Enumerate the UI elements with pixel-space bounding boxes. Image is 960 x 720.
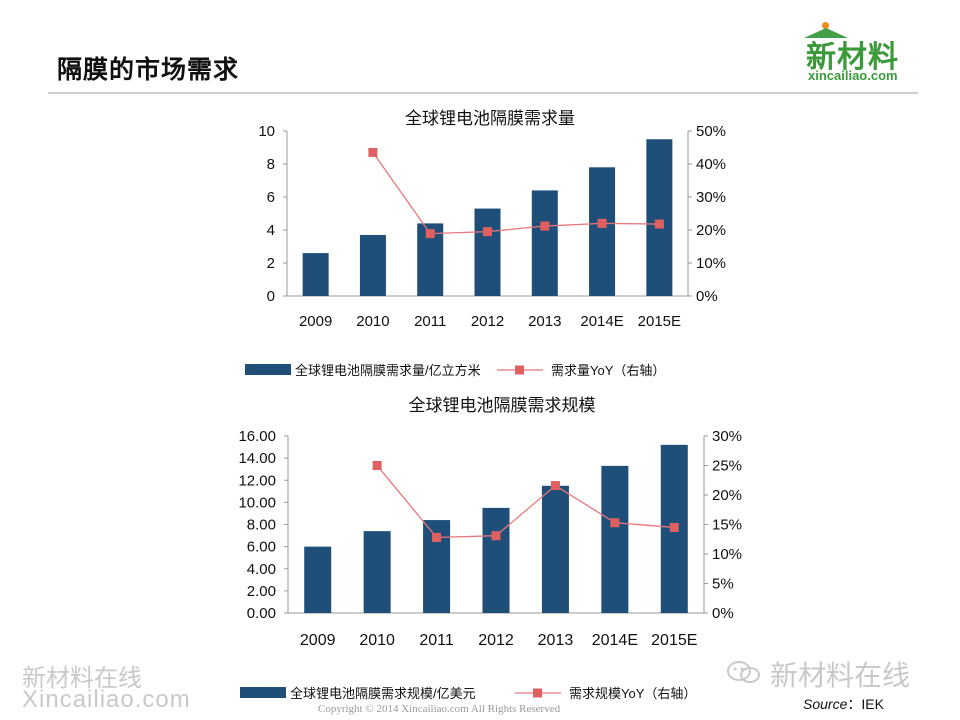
chart2-yoy-marker-2013 <box>550 481 560 491</box>
chart2-left-tick-label: 2.00 <box>247 583 276 600</box>
source-label: Source <box>803 696 848 712</box>
chart2-left-tick-label: 10.00 <box>238 494 276 511</box>
chart1-bar-2009 <box>302 253 329 296</box>
chart2-bar-2012 <box>482 507 510 613</box>
chart1-bar-2012 <box>474 208 501 296</box>
chart2-legend-bar-swatch <box>240 687 286 698</box>
chart2-yoy-marker-2011 <box>432 532 442 542</box>
copyright-text: Copyright © 2014 Xincailiao.com All Righ… <box>318 703 561 715</box>
chart1-right-tick-label: 30% <box>696 189 726 206</box>
chart1-x-tick-label: 2014E <box>580 313 623 330</box>
chart1-right-tick-label: 50% <box>696 123 726 140</box>
chart1-left-tick-label: 4 <box>267 222 275 239</box>
chart1-yoy-marker-2014E <box>597 218 607 228</box>
watermark-right: 新材料在线 <box>722 652 937 692</box>
chart2-legend-marker-swatch <box>533 688 542 698</box>
chart1-left-tick-label: 8 <box>267 156 275 173</box>
source-value: IEK <box>861 696 884 712</box>
chart1-yoy-marker-2015E <box>654 219 664 229</box>
chart1-bar-2015E <box>646 139 673 296</box>
chart1-x-tick-label: 2015E <box>638 313 681 330</box>
brand-logo[interactable]: 新材料 xincailiao.com <box>800 22 920 86</box>
chart1-legend-bar-label: 全球锂电池隔膜需求量/亿立方米 <box>295 363 481 378</box>
logo-text: 新材料 <box>806 40 899 75</box>
chart1-left-tick-label: 0 <box>267 288 275 305</box>
chart2-yoy-line <box>376 465 675 539</box>
chart1-x-tick-label: 2009 <box>299 313 332 330</box>
chart1-yoy-marker-2012 <box>483 227 492 237</box>
chart2-x-tick-label: 2009 <box>300 632 336 649</box>
chart2-x-tick-label: 2010 <box>359 632 395 649</box>
chart2-left-tick-label: 6.00 <box>247 539 276 556</box>
chart2-bar-2009 <box>304 546 332 613</box>
chart1-left-tick-label: 2 <box>267 255 275 272</box>
chart2-yoy-marker-2015E <box>669 522 679 532</box>
chart1-left-tick-label: 6 <box>267 189 275 206</box>
chart1-x-tick-label: 2010 <box>356 313 389 330</box>
logo-roof-icon <box>804 28 848 38</box>
chart1-x-tick-label: 2011 <box>414 313 446 330</box>
chart2-left-tick-label: 14.00 <box>238 450 276 467</box>
chart2-right-tick-label: 15% <box>712 517 742 534</box>
title-divider <box>48 92 918 94</box>
chart2-left-tick-label: 16.00 <box>238 428 276 445</box>
chart1-yoy-marker-2010 <box>368 147 378 157</box>
chart1-legend-bar-swatch <box>245 364 291 375</box>
chart2-yoy-marker-2010 <box>372 461 382 470</box>
chart1-yoy-line <box>372 152 660 235</box>
chart2-legend-line-label: 需求规模YoY（右轴） <box>569 686 696 701</box>
watermark-left-line1: 新材料在线 <box>22 664 142 692</box>
chart1-bar-2014E <box>589 167 616 296</box>
chart2-x-tick-label: 2015E <box>651 632 697 649</box>
watermark-left-line2: Xincailiao.com <box>22 686 191 713</box>
chart2-yoy-marker-2014E <box>610 518 620 528</box>
chart1-x-tick-label: 2013 <box>528 313 561 330</box>
chart1-left-tick-label: 10 <box>258 123 275 140</box>
chart2-x-tick-label: 2012 <box>478 632 514 649</box>
chart2-yoy-marker-2012 <box>491 531 501 541</box>
slide-title: 隔膜的市场需求 <box>57 55 240 84</box>
chart1-title: 全球锂电池隔膜需求量 <box>405 109 575 128</box>
chart1-right-tick-label: 40% <box>696 156 726 173</box>
chart1-bar-2010 <box>359 234 386 296</box>
chart1-legend-line-label: 需求量YoY（右轴） <box>551 363 665 378</box>
chart1-yoy-marker-2011 <box>425 229 435 239</box>
chart2-bar-2014E <box>601 465 629 613</box>
wechat-icon <box>727 661 760 683</box>
chart2-right-tick-label: 10% <box>712 546 742 563</box>
chart2-legend-bar-label: 全球锂电池隔膜需求规模/亿美元 <box>290 686 476 701</box>
chart2-right-tick-label: 20% <box>712 487 742 504</box>
source-separator: ： <box>847 696 862 712</box>
chart1-right-tick-label: 10% <box>696 255 726 272</box>
chart1-right-tick-label: 20% <box>696 222 726 239</box>
chart2-bar-2010 <box>363 531 391 613</box>
chart2-title: 全球锂电池隔膜需求规模 <box>409 396 596 415</box>
chart2-right-tick-label: 0% <box>712 605 734 622</box>
chart2-x-tick-label: 2011 <box>419 632 454 649</box>
chart2-right-tick-label: 25% <box>712 458 742 475</box>
logo-sun-icon <box>822 22 829 29</box>
chart2-x-tick-label: 2013 <box>538 632 574 649</box>
chart1-legend-marker-swatch <box>515 365 524 375</box>
chart2-left-tick-label: 4.00 <box>247 561 276 578</box>
watermark-right-text: 新材料在线 <box>770 659 911 692</box>
chart2-left-tick-label: 0.00 <box>247 605 276 622</box>
chart2-left-tick-label: 8.00 <box>247 517 276 534</box>
chart2-x-tick-label: 2014E <box>592 632 638 649</box>
chart1-bar-2013 <box>531 190 558 296</box>
chart2-right-tick-label: 5% <box>712 576 734 593</box>
source-note: Source：IEK <box>803 694 884 714</box>
chart1-x-tick-label: 2012 <box>471 313 504 330</box>
logo-domain: xincailiao.com <box>808 68 898 83</box>
chart1-yoy-marker-2013 <box>540 221 550 231</box>
chart2-bar-2013 <box>541 485 569 613</box>
chart2-left-tick-label: 12.00 <box>238 472 276 489</box>
chart2-right-tick-label: 30% <box>712 428 742 445</box>
chart1-right-tick-label: 0% <box>696 288 718 305</box>
